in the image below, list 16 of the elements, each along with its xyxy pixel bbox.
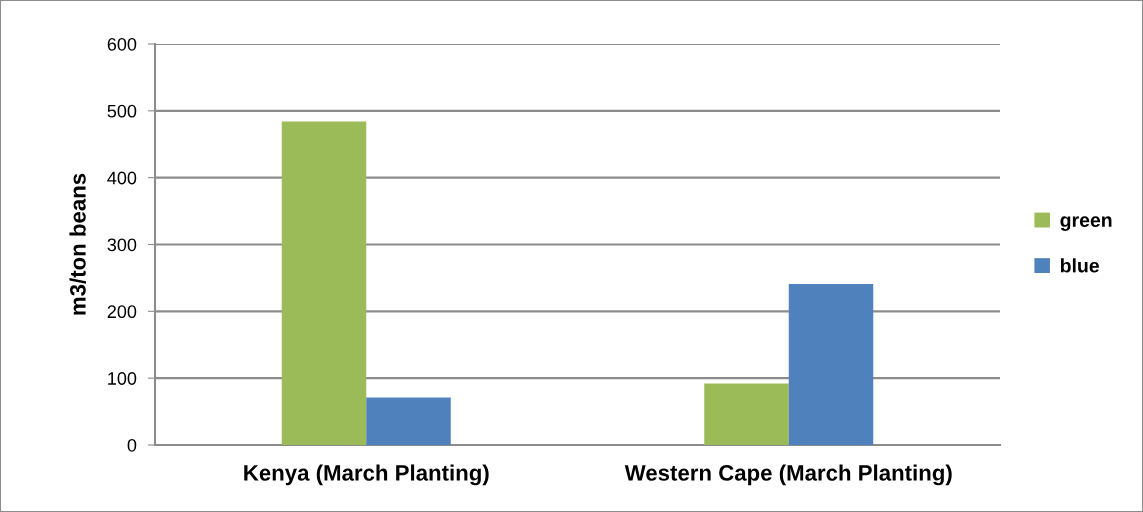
y-tick-label: 0: [127, 438, 137, 452]
y-tick-label: 200: [107, 305, 137, 319]
bar: [281, 121, 367, 445]
bar: [704, 383, 789, 445]
x-tick-label: Kenya (March Planting): [244, 464, 489, 486]
y-tick-label: 600: [107, 37, 137, 51]
legend-label: blue: [1060, 258, 1099, 273]
bar: [366, 397, 451, 445]
y-tick-label: 300: [107, 238, 137, 252]
y-axis-title: m3/ton beans: [69, 173, 86, 315]
bar: [788, 283, 874, 445]
y-tick-label: 500: [107, 104, 137, 118]
x-tick-label: Western Cape (March Planting): [624, 464, 952, 486]
legend-label: green: [1060, 216, 1112, 231]
y-tick-label: 400: [107, 171, 137, 185]
y-tick-label: 100: [108, 372, 137, 385]
